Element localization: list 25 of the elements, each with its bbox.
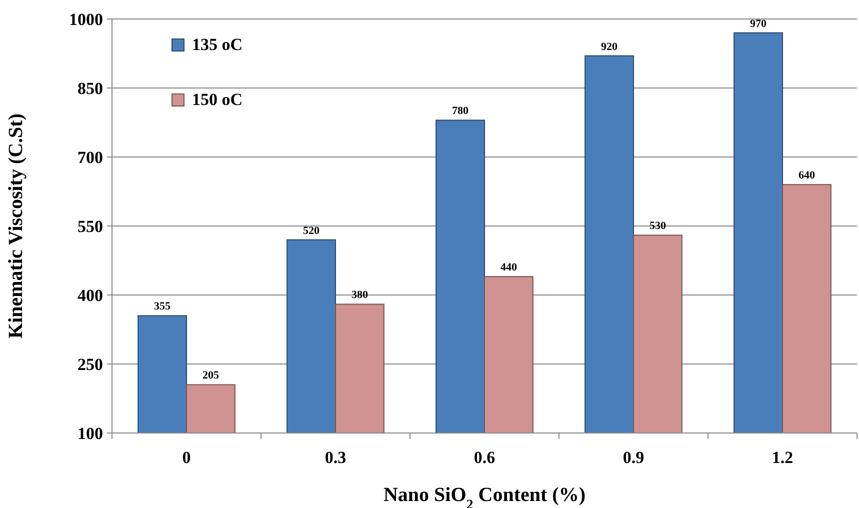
y-tick-label: 1000 <box>69 10 103 29</box>
data-label: 520 <box>303 224 320 237</box>
legend-label: 150 oC <box>192 90 243 109</box>
data-label: 780 <box>452 105 470 118</box>
data-label: 920 <box>601 40 618 53</box>
data-label: 440 <box>500 262 518 274</box>
y-axis-title: Kinematic Viscosity (C.St) <box>5 114 27 338</box>
x-tick-label: 0.6 <box>474 448 496 467</box>
data-label: 380 <box>351 289 368 302</box>
data-label: 530 <box>649 220 666 232</box>
y-tick-label: 400 <box>78 286 103 305</box>
x-tick-label: 0 <box>182 448 191 467</box>
y-tick-label: 250 <box>78 354 103 374</box>
x-tick-label: 0.3 <box>324 448 346 467</box>
y-tick-label: 100 <box>78 424 103 443</box>
x-tick-label: 1.2 <box>772 448 794 467</box>
legend-label: 135 oC <box>192 35 243 54</box>
data-label: 205 <box>202 370 220 382</box>
x-tick-label: 0.9 <box>622 448 644 467</box>
y-tick-label: 850 <box>78 78 103 98</box>
data-label: 640 <box>798 170 816 182</box>
data-label: 970 <box>750 18 768 30</box>
y-tick-label: 550 <box>78 216 103 236</box>
y-tick-label: 700 <box>78 148 103 167</box>
data-label: 355 <box>154 300 172 313</box>
